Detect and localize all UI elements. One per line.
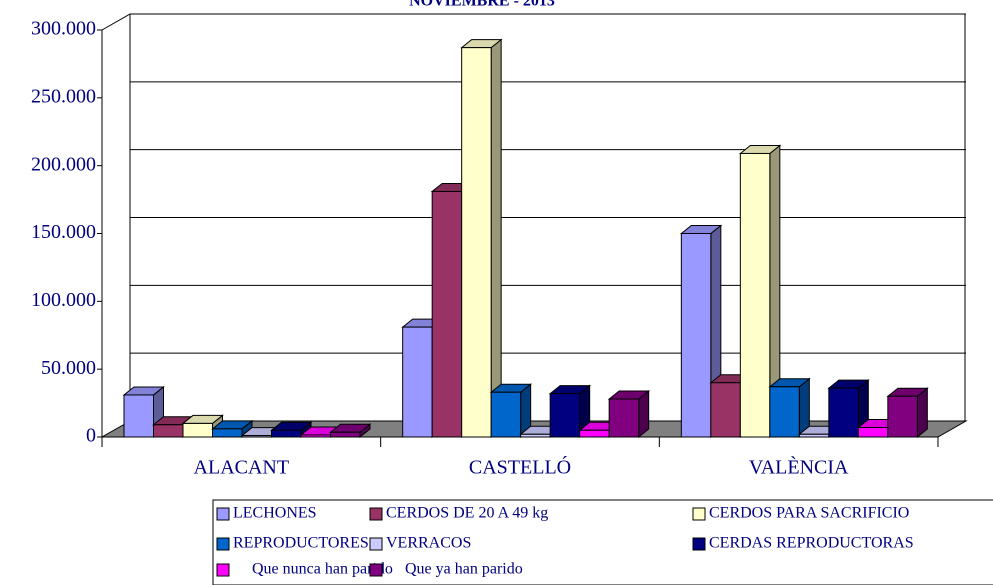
- legend-label: CERDOS PARA SACRIFICIO: [709, 505, 909, 522]
- y-tick-label: 100.000: [31, 289, 96, 311]
- legend-swatch: [369, 507, 383, 521]
- y-tick-label: 50.000: [41, 357, 96, 379]
- legend-label: Que ya han parido: [405, 561, 523, 578]
- bar: [271, 429, 302, 438]
- y-tick-label: 300.000: [31, 18, 96, 40]
- side-edge: [101, 13, 131, 31]
- bar-side: [490, 38, 502, 439]
- bar: [300, 434, 331, 438]
- bar: [769, 386, 800, 438]
- legend-swatch: [369, 537, 383, 551]
- legend-label: LECHONES: [233, 505, 317, 522]
- legend-box: [212, 499, 993, 585]
- bar: [402, 326, 433, 438]
- legend-label: Que nunca han parido: [252, 561, 393, 578]
- bar: [520, 433, 551, 438]
- bar: [212, 428, 243, 438]
- bar: [608, 398, 640, 438]
- x-tick-label: CASTELLÓ: [469, 455, 571, 479]
- y-tick-label: 250.000: [31, 85, 96, 107]
- x-tick-label: VALÈNCIA: [749, 456, 849, 479]
- bar: [153, 424, 184, 438]
- bar: [431, 190, 463, 438]
- bar: [490, 391, 522, 438]
- bar: [330, 431, 361, 438]
- bar: [710, 382, 741, 438]
- legend-swatch: [692, 537, 706, 551]
- legend-label: REPRODUCTORES: [233, 535, 369, 552]
- legend-label: VERRACOS: [386, 535, 471, 552]
- legend-label: CERDAS REPRODUCTORAS: [709, 535, 914, 552]
- bar: [739, 152, 771, 438]
- legend-swatch: [216, 563, 230, 577]
- bar: [461, 47, 492, 438]
- bar: [857, 427, 889, 438]
- bar: [579, 429, 610, 438]
- bar: [798, 433, 830, 438]
- legend-swatch: [692, 507, 706, 521]
- y-tick-label: 150.000: [31, 221, 96, 243]
- legend-swatch: [216, 537, 230, 551]
- bar: [123, 394, 154, 438]
- y-tick-label: 0: [86, 425, 96, 447]
- bar: [549, 393, 581, 438]
- bar: [182, 422, 213, 438]
- y-tick-label: 200.000: [31, 153, 96, 175]
- legend-label: CERDOS DE 20 A 49 kg: [386, 505, 548, 522]
- legend-swatch: [369, 563, 383, 577]
- legend-swatch: [216, 507, 230, 521]
- bar: [887, 395, 918, 438]
- x-tick-label: ALACANT: [194, 457, 290, 479]
- bar: [680, 233, 712, 438]
- chart-title: NOVIEMBRE - 2013: [409, 0, 555, 10]
- bar: [241, 435, 272, 438]
- bar: [828, 387, 859, 438]
